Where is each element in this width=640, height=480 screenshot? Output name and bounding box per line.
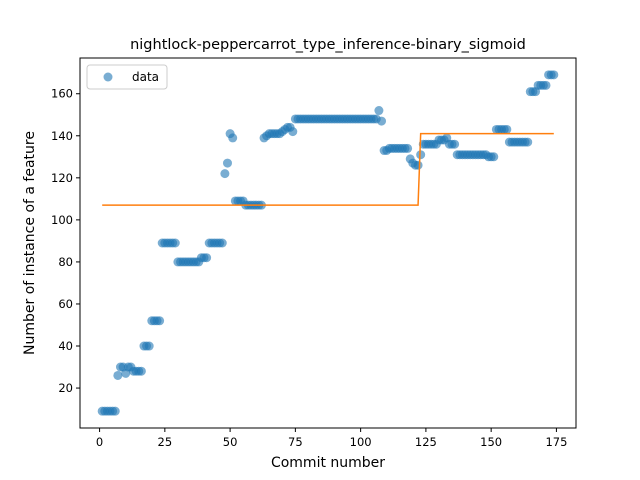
y-tick-label: 60: [58, 297, 73, 311]
x-tick-label: 125: [415, 435, 437, 449]
y-tick-label: 140: [51, 129, 73, 143]
data-point: [502, 124, 512, 134]
fit-line: [102, 132, 554, 206]
y-tick-label: 160: [51, 87, 73, 101]
legend-marker-data: [103, 72, 113, 82]
data-point: [113, 370, 123, 380]
data-point: [523, 137, 533, 147]
x-tick-label: 100: [350, 435, 372, 449]
data-point: [416, 150, 426, 160]
data-point: [374, 106, 384, 116]
data-point: [222, 158, 232, 168]
x-tick-label: 25: [158, 435, 173, 449]
legend: data: [86, 64, 168, 90]
x-axis: 0 25 50 75 100 125 150 175: [96, 428, 567, 449]
x-tick-label: 75: [288, 435, 303, 449]
data-point: [136, 366, 146, 376]
data-point: [217, 238, 227, 248]
data-point: [155, 316, 165, 326]
chart-title: nightlock-peppercarrot_type_inference-bi…: [130, 37, 526, 53]
data-point: [228, 133, 238, 143]
data-point: [541, 80, 551, 90]
data-point: [288, 127, 298, 137]
data-point: [403, 143, 413, 153]
plot-area: [97, 70, 559, 416]
y-tick-label: 80: [58, 255, 73, 269]
y-tick-label: 100: [51, 213, 73, 227]
x-tick-label: 0: [96, 435, 103, 449]
x-tick-label: 50: [223, 435, 238, 449]
data-point: [489, 152, 499, 162]
data-point: [220, 169, 230, 179]
x-tick-label: 150: [480, 435, 502, 449]
data-point: [377, 116, 387, 126]
data-point: [170, 238, 180, 248]
y-axis: 20 40 60 80 100 120 140 160: [51, 87, 80, 395]
data-point: [202, 253, 212, 263]
legend-box: [86, 64, 168, 90]
data-point: [413, 160, 423, 170]
y-axis-label: Number of instance of a feature: [22, 131, 38, 355]
data-point: [110, 406, 120, 416]
axes-frame: [79, 57, 577, 429]
x-tick-label: 175: [545, 435, 567, 449]
legend-label-data: data: [132, 70, 159, 84]
y-tick-label: 40: [58, 339, 73, 353]
data-point: [144, 341, 154, 351]
y-tick-label: 20: [58, 381, 73, 395]
data-point: [549, 70, 559, 80]
data-point: [450, 139, 460, 149]
y-tick-label: 120: [51, 171, 73, 185]
x-axis-label: Commit number: [271, 455, 385, 471]
